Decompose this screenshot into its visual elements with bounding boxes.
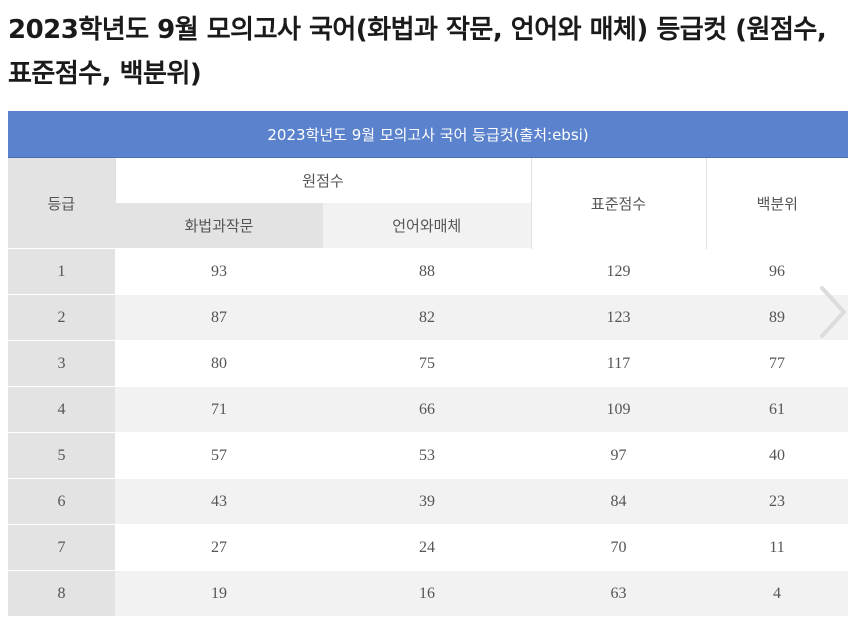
header-percentile: 백분위 [705,157,849,249]
cell-standard: 129 [531,248,706,295]
cell-standard: 123 [531,294,706,341]
cell-raw-sub1: 71 [115,386,323,433]
cell-raw-sub1: 27 [115,524,323,571]
cell-grade: 3 [8,340,115,387]
table-row: 7 27 24 70 11 [8,524,849,571]
cell-raw-sub2: 88 [323,248,531,295]
cell-standard: 97 [531,432,706,479]
cell-percentile: 11 [706,524,849,571]
cell-standard: 117 [531,340,706,387]
cell-percentile: 61 [706,386,849,433]
cell-percentile: 40 [706,432,849,479]
cell-grade: 4 [8,386,115,433]
cell-raw-sub1: 43 [115,478,323,525]
cell-raw-sub2: 82 [323,294,531,341]
chevron-right-icon[interactable] [812,282,852,342]
table-row: 4 71 66 109 61 [8,386,849,433]
cell-raw-sub2: 66 [323,386,531,433]
table-row: 2 87 82 123 89 [8,294,849,341]
table-row: 6 43 39 84 23 [8,478,849,525]
page-title: 2023학년도 9월 모의고사 국어(화법과 작문, 언어와 매체) 등급컷 (… [8,15,827,89]
cell-raw-sub2: 39 [323,478,531,525]
cell-raw-sub2: 75 [323,340,531,387]
cell-grade: 5 [8,432,115,479]
cell-percentile: 77 [706,340,849,387]
cell-raw-sub2: 53 [323,432,531,479]
cell-standard: 70 [531,524,706,571]
cell-standard: 84 [531,478,706,525]
cell-percentile: 89 [706,294,849,341]
table-row: 8 19 16 63 4 [8,570,849,616]
table-row: 1 93 88 129 96 [8,248,849,295]
cell-percentile: 4 [706,570,849,616]
cell-raw-sub1: 57 [115,432,323,479]
cell-raw-sub1: 87 [115,294,323,341]
cell-standard: 109 [531,386,706,433]
header-grade: 등급 [8,157,115,249]
cell-raw-sub2: 24 [323,524,531,571]
cell-grade: 6 [8,478,115,525]
cell-grade: 7 [8,524,115,571]
cell-grade: 1 [8,248,115,295]
table-body: 1 93 88 129 96 2 87 82 123 89 3 80 75 117 77 4 71 66 109 61… [8,248,849,616]
cell-raw-sub1: 93 [115,248,323,295]
cell-percentile: 96 [706,248,849,295]
table-row: 5 57 53 97 40 [8,432,849,479]
cell-standard: 63 [531,570,706,616]
cell-grade: 8 [8,570,115,616]
header-raw-sub1: 화법과작문 [115,203,323,249]
header-raw-score: 원점수 [114,157,531,203]
cell-raw-sub2: 16 [323,570,531,616]
cell-raw-sub1: 80 [115,340,323,387]
cell-raw-sub1: 19 [115,570,323,616]
table-caption: 2023학년도 9월 모의고사 국어 등급컷(출처:ebsi) [8,111,849,158]
cell-grade: 2 [8,294,115,341]
header-standard-score: 표준점수 [530,157,706,249]
grade-cut-table: 2023학년도 9월 모의고사 국어 등급컷(출처:ebsi) 등급 원점수 표… [8,111,849,616]
table-row: 3 80 75 117 77 [8,340,849,387]
header-raw-sub2: 언어와매체 [323,203,531,249]
cell-percentile: 23 [706,478,849,525]
